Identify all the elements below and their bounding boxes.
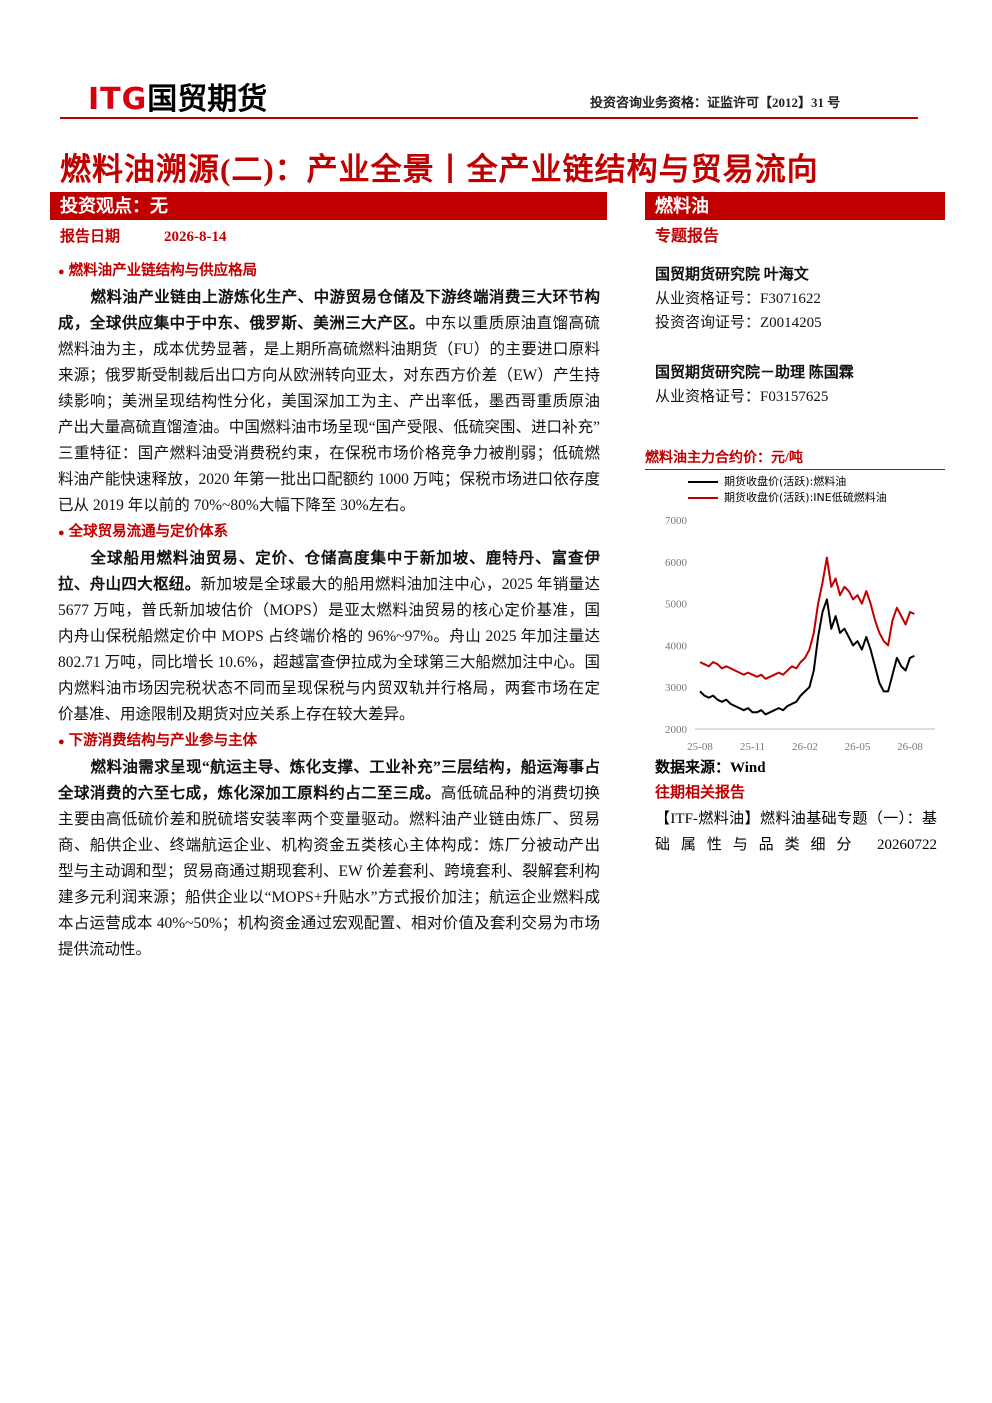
license: 投资咨询证号：Z0014205 xyxy=(655,315,822,331)
series-line xyxy=(699,598,915,716)
section-heading: 下游消费结构与产业参与主体 xyxy=(58,728,600,755)
related: 往期相关报告 【ITF-燃料油】燃料油基础专题（一）：基础属性与品类细分 202… xyxy=(655,780,937,858)
section-heading: 全球贸易流通与定价体系 xyxy=(58,519,600,546)
category-bar: 燃料油 xyxy=(645,192,945,220)
y-tick-label: 3000 xyxy=(665,682,688,694)
date-label: 报告日期 xyxy=(60,229,121,245)
text: 中东以重质原油直馏高硫燃料油为主，成本优势显著，是上期所高硫燃料油期货（FU）的… xyxy=(58,315,600,514)
x-tick-label: 26-02 xyxy=(792,741,818,753)
analyst: 国贸期货研究院 叶海文 xyxy=(655,267,809,283)
source: 数据来源：Wind xyxy=(655,760,766,776)
logo-mark: ITG xyxy=(88,82,148,117)
paragraph: 燃料油产业链由上游炼化生产、中游贸易仓储及下游终端消费三大环节构成，全球供应集中… xyxy=(58,285,600,519)
analyst: 国贸期货研究院－助理 陈国霖 xyxy=(655,365,854,381)
legend-entry: 期货收盘价(活跃):INE低硫燃料油 xyxy=(688,490,887,506)
x-tick-label: 26-08 xyxy=(897,741,923,753)
legend-label: 期货收盘价(活跃):INE低硫燃料油 xyxy=(724,491,887,504)
lead: 燃料油需求呈现“航运主导、炼化支撑、工业补充”三层结构，船运海事占全球消费的六至… xyxy=(58,759,600,802)
lead: 全球船用燃料油贸易、定价、仓储高度集中于新加坡、鹿特丹、富查伊拉、舟山四大枢纽。 xyxy=(58,550,600,593)
legend-label: 期货收盘价(活跃):燃料油 xyxy=(724,475,847,488)
qualification: 投资咨询业务资格：证监许可【2012】31 号 xyxy=(590,95,841,110)
report-type: 专题报告 xyxy=(655,228,720,245)
y-tick-label: 2000 xyxy=(665,724,688,736)
section-heading: 燃料油产业链结构与供应格局 xyxy=(58,258,600,285)
license: 从业资格证号：F3071622 xyxy=(655,291,821,307)
text: 新加坡是全球最大的船用燃料油加注中心，2025 年销量达 5677 万吨，普氏新… xyxy=(58,576,600,723)
report-date: 报告日期 2026-8-14 xyxy=(60,225,227,246)
y-tick-label: 4000 xyxy=(665,640,688,652)
x-tick-label: 25-11 xyxy=(740,741,765,753)
x-tick-label: 25-08 xyxy=(687,741,713,753)
legend-swatch xyxy=(688,481,718,483)
x-tick-label: 26-05 xyxy=(845,741,871,753)
view-bar: 投资观点：无 xyxy=(50,192,607,220)
lead: 燃料油产业链由上游炼化生产、中游贸易仓储及下游终端消费三大环节构成，全球供应集中… xyxy=(58,289,600,332)
related-title: 往期相关报告 xyxy=(655,785,746,801)
paragraph: 燃料油需求呈现“航运主导、炼化支撑、工业补充”三层结构，船运海事占全球消费的六至… xyxy=(58,755,600,963)
chart: 2000 3000 4000 5000 6000 7000 25-08 25-11 26-02 2… xyxy=(665,515,935,753)
sidebar: 专题报告 国贸期货研究院 叶海文 从业资格证号：F3071622 投资咨询证号：… xyxy=(655,225,937,409)
y-tick-label: 5000 xyxy=(665,599,688,611)
logo: ITG国贸期货 xyxy=(88,74,267,118)
license: 从业资格证号：F03157625 xyxy=(655,389,829,405)
body: 燃料油产业链结构与供应格局 燃料油产业链由上游炼化生产、中游贸易仓储及下游终端消… xyxy=(58,258,600,963)
y-tick-label: 7000 xyxy=(665,515,688,527)
y-tick-label: 6000 xyxy=(665,557,688,569)
paragraph: 全球船用燃料油贸易、定价、仓储高度集中于新加坡、鹿特丹、富查伊拉、舟山四大枢纽。… xyxy=(58,546,600,728)
legend-entry: 期货收盘价(活跃):燃料油 xyxy=(688,474,887,490)
date-value: 2026-8-14 xyxy=(164,229,227,245)
header-rule xyxy=(60,117,918,119)
legend: 期货收盘价(活跃):燃料油期货收盘价(活跃):INE低硫燃料油 xyxy=(688,474,887,506)
text: 高低硫品种的消费切换主要由高低硫价差和脱硫塔安装率两个变量驱动。燃料油产业链由炼… xyxy=(58,785,600,958)
related-report: 【ITF-燃料油】燃料油基础专题（一）：基础属性与品类细分 20260722 xyxy=(655,811,937,853)
chart-title: 燃料油主力合约价：元/吨 xyxy=(645,447,945,470)
logo-name: 国贸期货 xyxy=(147,82,268,117)
legend-swatch xyxy=(688,497,718,499)
report-title: 燃料油溯源(二)：产业全景丨全产业链结构与贸易流向 xyxy=(60,152,819,187)
series-line xyxy=(699,556,915,680)
